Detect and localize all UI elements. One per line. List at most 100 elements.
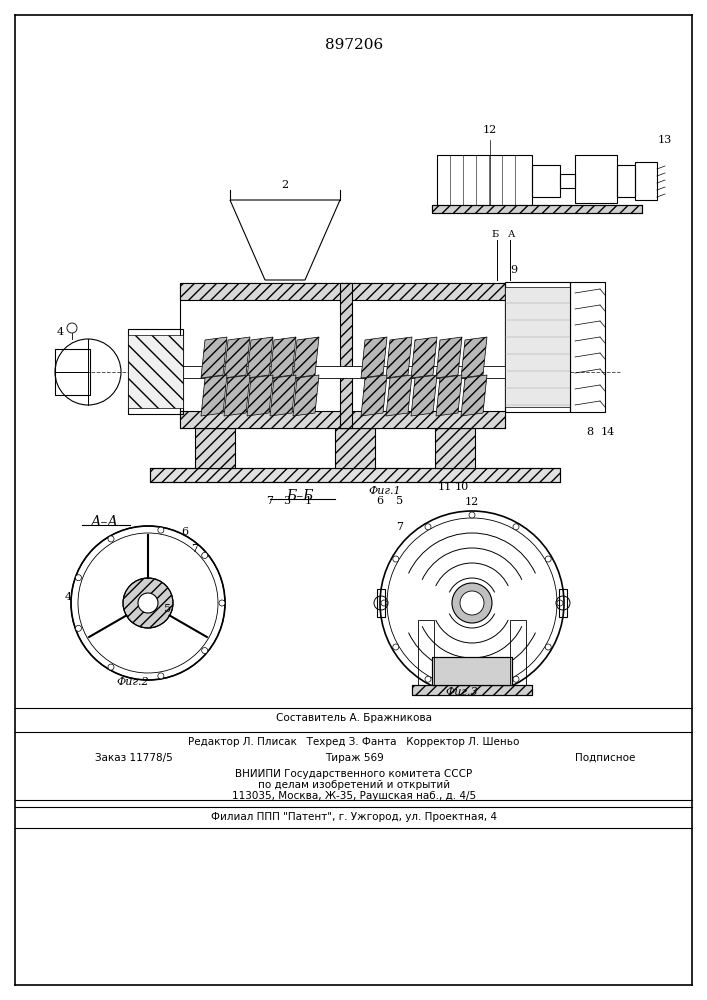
Polygon shape — [270, 337, 296, 378]
Text: 11: 11 — [438, 482, 452, 492]
Circle shape — [469, 512, 475, 518]
Bar — [617, 165, 635, 197]
Text: Заказ 11778/5: Заказ 11778/5 — [95, 753, 173, 763]
Text: 113035, Москва, Ж-35, Раушская наб., д. 4/5: 113035, Москва, Ж-35, Раушская наб., д. … — [232, 791, 476, 801]
Bar — [432, 205, 642, 213]
Circle shape — [380, 511, 564, 695]
Polygon shape — [293, 375, 319, 416]
Bar — [432, 657, 512, 685]
Text: Филиал ППП "Патент", г. Ужгород, ул. Проектная, 4: Филиал ППП "Патент", г. Ужгород, ул. Про… — [211, 812, 497, 822]
Circle shape — [460, 591, 484, 615]
Text: 12: 12 — [465, 497, 479, 507]
Polygon shape — [411, 337, 437, 378]
Polygon shape — [247, 375, 273, 416]
Text: Составитель А. Бражникова: Составитель А. Бражникова — [276, 713, 432, 723]
Text: 2: 2 — [281, 180, 288, 190]
Text: 13: 13 — [658, 135, 672, 145]
Polygon shape — [461, 375, 487, 416]
Bar — [432, 205, 642, 213]
Text: Подписное: Подписное — [575, 753, 636, 763]
Text: ВНИИПИ Государственного комитета СССР: ВНИИПИ Государственного комитета СССР — [235, 769, 472, 779]
Polygon shape — [224, 337, 250, 378]
Bar — [435, 428, 475, 468]
Text: 5: 5 — [397, 496, 404, 506]
Text: 6: 6 — [376, 496, 384, 506]
Text: 897206: 897206 — [325, 38, 383, 52]
Text: 4: 4 — [64, 592, 71, 602]
Bar — [340, 283, 352, 428]
Circle shape — [219, 600, 225, 606]
Bar — [377, 589, 385, 617]
Circle shape — [108, 536, 114, 542]
Text: 7: 7 — [267, 496, 274, 506]
Circle shape — [381, 600, 387, 606]
Circle shape — [158, 673, 164, 679]
Text: Фиг.3: Фиг.3 — [445, 687, 479, 697]
Polygon shape — [224, 375, 250, 416]
Text: Фиг.1: Фиг.1 — [368, 486, 402, 496]
Circle shape — [393, 556, 399, 562]
Text: Б–Б: Б–Б — [286, 489, 314, 503]
Text: 10: 10 — [455, 482, 469, 492]
Circle shape — [469, 688, 475, 694]
Text: 7: 7 — [192, 544, 199, 554]
Circle shape — [201, 648, 208, 654]
Bar — [418, 620, 434, 685]
Text: 9: 9 — [510, 265, 517, 275]
Circle shape — [545, 644, 551, 650]
Bar — [412, 685, 532, 695]
Bar — [55, 349, 90, 395]
Text: 12: 12 — [483, 125, 497, 135]
Bar — [559, 589, 567, 617]
Bar — [532, 165, 560, 197]
Bar — [505, 282, 570, 412]
Polygon shape — [201, 375, 227, 416]
Text: 1: 1 — [305, 496, 312, 506]
Bar — [437, 155, 532, 207]
Circle shape — [123, 578, 173, 628]
Bar — [195, 428, 235, 468]
Polygon shape — [201, 337, 227, 378]
Bar — [128, 335, 183, 408]
Circle shape — [513, 524, 519, 530]
Circle shape — [71, 526, 225, 680]
Text: 14: 14 — [601, 427, 615, 437]
Circle shape — [557, 600, 563, 606]
Bar — [435, 428, 475, 468]
Bar — [150, 468, 560, 482]
Bar — [635, 162, 657, 200]
Polygon shape — [361, 375, 387, 416]
Circle shape — [76, 575, 81, 581]
Circle shape — [158, 527, 164, 533]
Text: по делам изобретений и открытий: по делам изобретений и открытий — [258, 780, 450, 790]
Circle shape — [108, 664, 114, 670]
Bar — [510, 620, 526, 685]
Text: 8: 8 — [586, 427, 594, 437]
Polygon shape — [436, 375, 462, 416]
Bar — [180, 283, 345, 428]
Bar — [130, 366, 540, 378]
Text: Тираж 569: Тираж 569 — [325, 753, 383, 763]
Bar — [432, 657, 512, 685]
Bar — [180, 283, 345, 300]
Text: Б: Б — [491, 230, 498, 239]
Bar — [335, 428, 375, 468]
Polygon shape — [293, 337, 319, 378]
Bar — [195, 428, 235, 468]
Bar — [575, 155, 617, 203]
Text: 6: 6 — [182, 527, 189, 537]
Text: 3: 3 — [284, 496, 291, 506]
Bar — [128, 329, 183, 414]
Polygon shape — [361, 337, 387, 378]
Text: Редактор Л. Плисак   Техред З. Фанта   Корректор Л. Шеньо: Редактор Л. Плисак Техред З. Фанта Корре… — [188, 737, 520, 747]
Bar — [560, 174, 575, 188]
Text: 4: 4 — [57, 327, 64, 337]
Polygon shape — [436, 337, 462, 378]
Bar — [150, 468, 560, 482]
Polygon shape — [411, 375, 437, 416]
Polygon shape — [247, 337, 273, 378]
Circle shape — [452, 583, 492, 623]
Circle shape — [513, 676, 519, 682]
Circle shape — [76, 625, 81, 631]
Polygon shape — [386, 375, 412, 416]
